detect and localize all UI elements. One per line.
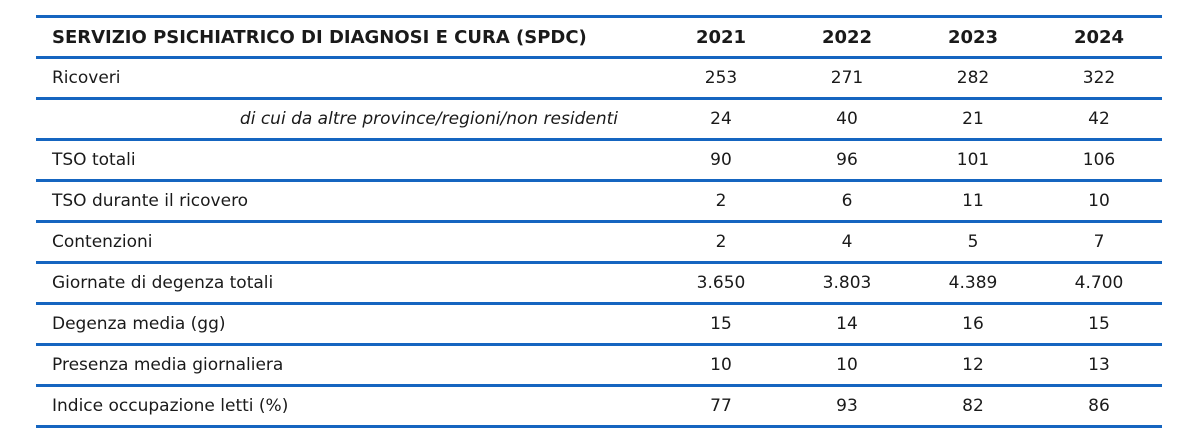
year-header: 2022 <box>784 15 910 59</box>
row-label: TSO durante il ricovero <box>36 179 658 223</box>
table-title: SERVIZIO PSICHIATRICO DI DIAGNOSI E CURA… <box>36 15 658 59</box>
cell-value: 10 <box>658 343 784 387</box>
cell-value: 86 <box>1036 384 1162 428</box>
row-label: TSO totali <box>36 138 658 182</box>
cell-value: 14 <box>784 302 910 346</box>
table-row: Indice occupazione letti (%) 77 93 82 86 <box>36 384 1162 428</box>
cell-value: 90 <box>658 138 784 182</box>
table-row: Degenza media (gg) 15 14 16 15 <box>36 302 1162 346</box>
year-header: 2024 <box>1036 15 1162 59</box>
cell-value: 96 <box>784 138 910 182</box>
row-label: Giornate di degenza totali <box>36 261 658 305</box>
table-row: TSO totali 90 96 101 106 <box>36 138 1162 182</box>
cell-value: 16 <box>910 302 1036 346</box>
cell-value: 21 <box>910 97 1036 141</box>
cell-value: 24 <box>658 97 784 141</box>
year-header: 2023 <box>910 15 1036 59</box>
cell-value: 4 <box>784 220 910 264</box>
cell-value: 2 <box>658 179 784 223</box>
cell-value: 82 <box>910 384 1036 428</box>
cell-value: 253 <box>658 56 784 100</box>
row-label: Degenza media (gg) <box>36 302 658 346</box>
cell-value: 3.803 <box>784 261 910 305</box>
cell-value: 282 <box>910 56 1036 100</box>
cell-value: 3.650 <box>658 261 784 305</box>
cell-value: 5 <box>910 220 1036 264</box>
table-row: Ricoveri 253 271 282 322 <box>36 56 1162 100</box>
cell-value: 13 <box>1036 343 1162 387</box>
cell-value: 11 <box>910 179 1036 223</box>
row-label: Presenza media giornaliera <box>36 343 658 387</box>
cell-value: 93 <box>784 384 910 428</box>
table-row: TSO durante il ricovero 2 6 11 10 <box>36 179 1162 223</box>
row-label: Indice occupazione letti (%) <box>36 384 658 428</box>
cell-value: 10 <box>784 343 910 387</box>
cell-value: 12 <box>910 343 1036 387</box>
table-row: Giornate di degenza totali 3.650 3.803 4.38… <box>36 261 1162 305</box>
row-label: Contenzioni <box>36 220 658 264</box>
row-label: Ricoveri <box>36 56 658 100</box>
spdc-table: SERVIZIO PSICHIATRICO DI DIAGNOSI E CURA… <box>36 15 1162 428</box>
cell-value: 106 <box>1036 138 1162 182</box>
table-row: di cui da altre province/regioni/non res… <box>36 97 1162 141</box>
cell-value: 4.700 <box>1036 261 1162 305</box>
cell-value: 322 <box>1036 56 1162 100</box>
cell-value: 15 <box>1036 302 1162 346</box>
year-header: 2021 <box>658 15 784 59</box>
header-row: SERVIZIO PSICHIATRICO DI DIAGNOSI E CURA… <box>36 15 1162 59</box>
cell-value: 2 <box>658 220 784 264</box>
cell-value: 42 <box>1036 97 1162 141</box>
cell-value: 7 <box>1036 220 1162 264</box>
row-label: di cui da altre province/regioni/non res… <box>36 97 658 141</box>
cell-value: 271 <box>784 56 910 100</box>
cell-value: 101 <box>910 138 1036 182</box>
cell-value: 15 <box>658 302 784 346</box>
cell-value: 10 <box>1036 179 1162 223</box>
cell-value: 4.389 <box>910 261 1036 305</box>
table-row: Presenza media giornaliera 10 10 12 13 <box>36 343 1162 387</box>
cell-value: 6 <box>784 179 910 223</box>
cell-value: 77 <box>658 384 784 428</box>
table-row: Contenzioni 2 4 5 7 <box>36 220 1162 264</box>
cell-value: 40 <box>784 97 910 141</box>
